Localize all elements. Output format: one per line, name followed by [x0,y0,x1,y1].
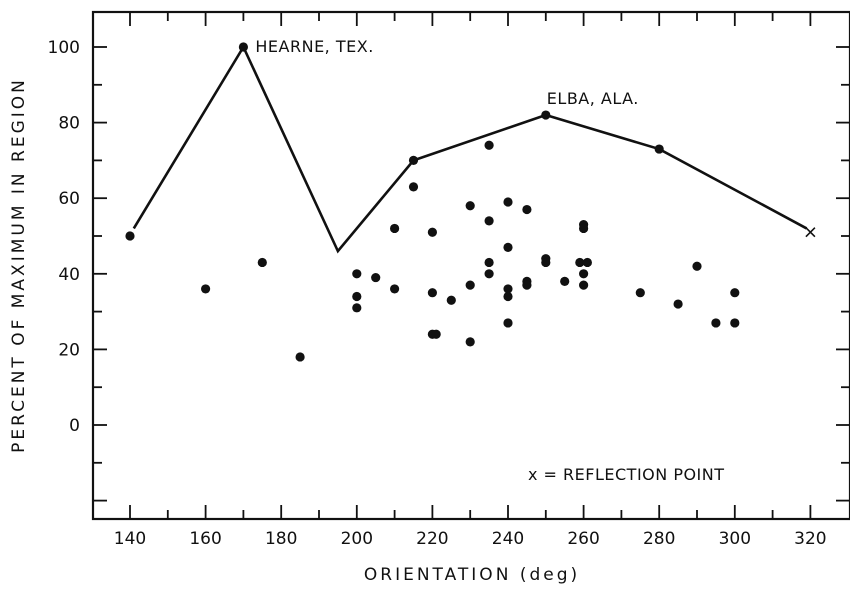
data-point [390,284,400,294]
data-point [673,299,683,309]
x-tick-labels: 140 160 180 200 220 240 260 280 300 320 [114,529,827,549]
data-point [579,223,589,234]
data-points [125,42,740,362]
y-tick-label: 40 [58,265,80,285]
y-tick-label: 60 [58,189,80,209]
data-point [484,140,494,150]
data-point [635,288,645,298]
data-point [465,201,475,211]
data-point [730,318,740,328]
axis-ticks [93,12,850,519]
x-tick-label: 240 [492,529,524,549]
data-point [427,227,437,237]
y-tick-label: 100 [48,38,80,58]
data-point [352,303,362,313]
data-point [522,204,532,215]
reflection-point-marker [805,227,816,238]
data-point [575,257,585,268]
data-point [579,269,589,279]
data-point [465,280,475,290]
data-point [503,242,513,252]
y-tick-label: 80 [58,114,80,134]
data-point [503,284,513,294]
data-point [352,291,362,302]
data-point [446,295,456,305]
x-tick-label: 180 [265,529,297,549]
data-point [431,329,441,339]
data-point [503,318,513,328]
data-point [257,257,267,268]
data-point [692,261,702,271]
data-point [484,269,494,279]
data-point [579,280,589,290]
data-point [408,182,419,192]
data-point [371,272,381,283]
annotation-elba: ELBA, ALA. [547,89,639,108]
data-point [484,257,494,268]
data-point [730,288,740,298]
data-point [201,284,211,294]
reflection-point-markers [805,227,816,238]
legend-reflection-point: x = REFLECTION POINT [528,465,725,484]
y-tick-label: 20 [58,340,80,360]
data-point [541,257,551,268]
data-point [582,257,592,268]
data-point [390,223,400,234]
data-point [484,216,494,226]
data-point [408,155,419,165]
data-point [522,280,532,290]
data-point [427,288,437,298]
envelope-line [132,44,808,254]
data-point [238,42,248,52]
data-point [654,144,664,154]
x-tick-label: 160 [189,529,221,549]
data-point [711,318,721,328]
y-axis-label: PERCENT OF MAXIMUM IN REGION [9,77,29,453]
data-point [541,110,551,120]
data-point [125,231,135,241]
y-tick-labels: 0 20 40 60 80 100 [48,38,80,436]
x-tick-label: 220 [416,529,448,549]
x-tick-label: 320 [794,529,826,549]
x-axis-label: ORIENTATION (deg) [364,565,580,585]
y-tick-label: 0 [69,416,80,436]
x-tick-label: 200 [341,529,373,549]
data-point [295,352,305,362]
plot-frame [91,10,850,521]
x-tick-label: 260 [567,529,599,549]
data-point [465,337,475,347]
data-point [352,269,362,279]
data-point [560,276,570,286]
data-point [503,291,513,302]
x-tick-label: 140 [114,529,146,549]
x-tick-label: 280 [643,529,675,549]
annotation-hearne: HEARNE, TEX. [255,37,373,56]
data-point [503,197,513,207]
x-tick-label: 300 [719,529,751,549]
